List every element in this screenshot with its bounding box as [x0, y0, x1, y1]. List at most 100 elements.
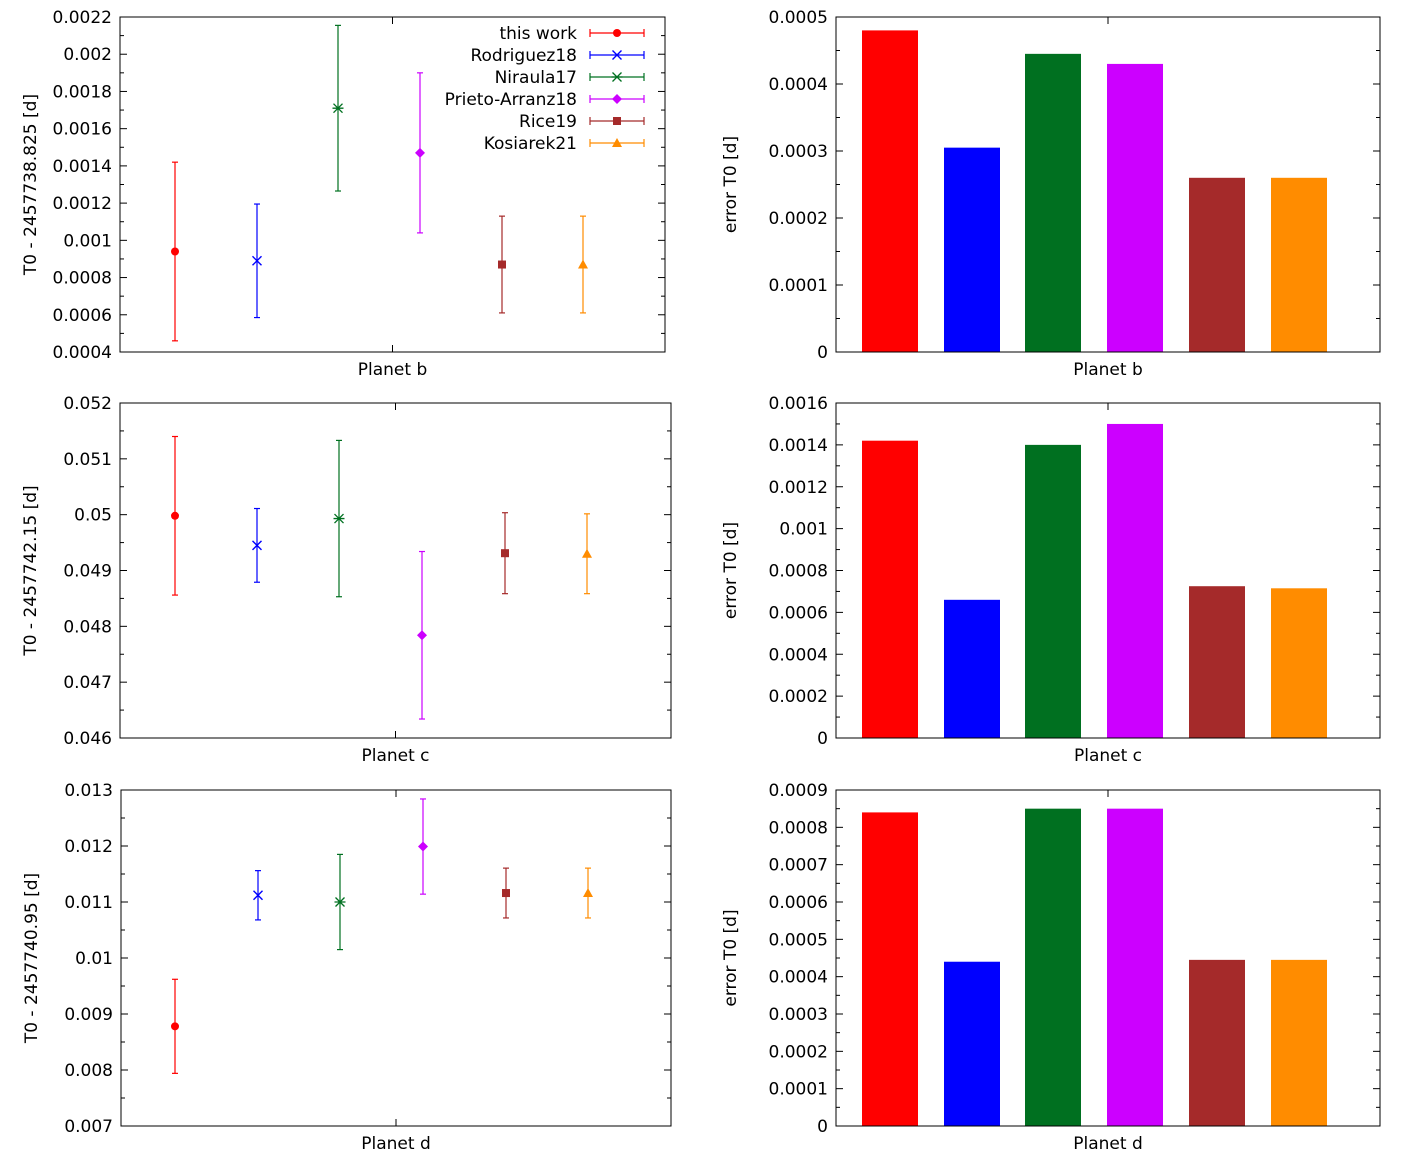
legend-label: Prieto-Arranz18: [445, 90, 577, 110]
data-point-2: [252, 255, 262, 266]
y-axis-label: T0 - 2457738.825 [d]: [21, 94, 41, 276]
x-axis-label: Planet c: [361, 746, 429, 766]
y-tick-label: 0.047: [63, 673, 112, 693]
y-tick-label: 0.0004: [53, 343, 112, 363]
plot-frame: [835, 16, 1381, 353]
bar-1: [862, 812, 918, 1126]
bar-6: [1271, 588, 1327, 738]
data-point-5: [501, 549, 509, 558]
bar-2: [944, 599, 1000, 738]
y-axis-label: error T0 [d]: [721, 522, 741, 619]
legend-marker-2: [612, 50, 622, 60]
y-tick-label: 0.0002: [769, 1042, 828, 1062]
plot-frame: [119, 16, 666, 353]
plot-frame: [835, 402, 1381, 739]
y-tick-label: 0.051: [63, 450, 112, 470]
y-tick-label: 0.0014: [53, 157, 112, 177]
legend-marker-5: [613, 117, 621, 125]
y-tick-label: 0.0006: [769, 603, 828, 623]
y-tick-label: 0.0008: [53, 269, 112, 289]
y-tick-label: 0.0012: [53, 194, 112, 214]
legend-label: Niraula17: [495, 68, 577, 88]
y-tick-label: 0.0008: [769, 818, 828, 838]
y-tick-label: 0.008: [64, 1061, 113, 1081]
y-tick-label: 0.0005: [769, 8, 828, 28]
y-tick-label: 0.0014: [769, 436, 828, 456]
bar-6: [1271, 959, 1327, 1126]
bar-6: [1271, 177, 1327, 352]
data-point-1: [171, 1022, 179, 1031]
data-point-2: [252, 540, 262, 551]
chart-panel-1: 0.0004 0.0006 0.0008 0.001 0.0012 0.0014 0.001…: [21, 8, 666, 380]
plot-frame: [835, 789, 1381, 1127]
legend-label: Rodriguez18: [470, 46, 577, 66]
bar-5: [1189, 586, 1245, 738]
y-tick-label: 0.007: [64, 1117, 113, 1137]
y-tick-label: 0.049: [63, 562, 112, 582]
bar-3: [1025, 444, 1081, 738]
y-tick-label: 0.0012: [769, 478, 828, 498]
y-tick-label: 0.0005: [769, 930, 828, 950]
legend-marker-6: [612, 138, 622, 147]
y-tick-label: 0.0016: [769, 394, 828, 414]
y-tick-label: 0.001: [779, 520, 828, 540]
y-tick-label: 0.0009: [769, 781, 828, 801]
data-point-4: [417, 630, 427, 641]
y-tick-label: 0.0003: [769, 1005, 828, 1025]
y-axis-label: T0 - 2457742.15 [d]: [21, 485, 41, 656]
chart-panel-2: 0 0.0001 0.0002 0.0003 0.0004 0.0005 Planet b e…: [721, 8, 1381, 380]
legend-marker-4: [612, 94, 622, 104]
y-tick-label: 0.05: [74, 506, 112, 526]
y-tick-label: 0.0002: [769, 209, 828, 229]
bar-3: [1025, 808, 1081, 1126]
y-tick-label: 0.0007: [769, 856, 828, 876]
y-tick-label: 0.0008: [769, 562, 828, 582]
y-tick-label: 0.0022: [53, 8, 112, 28]
bar-4: [1107, 808, 1163, 1126]
bar-4: [1107, 63, 1163, 353]
y-tick-label: 0.009: [64, 1005, 113, 1025]
y-tick-label: 0.0006: [53, 306, 112, 326]
data-point-2: [253, 890, 263, 901]
x-axis-label: Planet b: [1073, 360, 1143, 380]
legend-marker-1: [613, 29, 621, 37]
y-tick-label: 0.0004: [769, 645, 828, 665]
x-axis-label: Planet d: [361, 1134, 431, 1154]
data-point-1: [171, 247, 179, 256]
y-axis-label: error T0 [d]: [721, 136, 741, 233]
y-tick-label: 0.0001: [769, 276, 828, 296]
legend-marker-3: [611, 72, 623, 82]
bar-4: [1107, 423, 1163, 738]
y-tick-label: 0: [817, 1117, 828, 1137]
data-point-6: [583, 888, 593, 898]
y-tick-label: 0: [817, 343, 828, 363]
data-point-3: [333, 513, 345, 524]
y-tick-label: 0.0001: [769, 1080, 828, 1100]
y-tick-label: 0.052: [63, 394, 112, 414]
data-point-6: [578, 259, 588, 269]
x-axis-label: Planet c: [1074, 746, 1142, 766]
data-point-5: [502, 889, 510, 898]
bar-1: [862, 440, 918, 738]
bar-5: [1189, 959, 1245, 1126]
y-tick-label: 0.001: [63, 231, 112, 251]
y-tick-label: 0.0004: [769, 75, 828, 95]
y-tick-label: 0.0018: [53, 82, 112, 102]
chart-panel-3: 0.046 0.047 0.048 0.049 0.05 0.051 0.052 Planet…: [21, 394, 672, 766]
bar-3: [1025, 53, 1081, 352]
chart-panel-5: 0.007 0.008 0.009 0.01 0.011 0.012 0.013 Planet…: [22, 781, 672, 1154]
y-axis-label: error T0 [d]: [721, 909, 741, 1006]
y-tick-label: 0.048: [63, 617, 112, 637]
data-point-1: [171, 511, 179, 520]
y-tick-label: 0.01: [75, 949, 113, 969]
data-point-4: [418, 841, 428, 852]
y-axis-label: T0 - 2457740.95 [d]: [22, 873, 42, 1044]
data-point-3: [334, 897, 346, 907]
y-tick-label: 0.011: [64, 893, 113, 913]
y-tick-label: 0.046: [63, 729, 112, 749]
legend-label: this work: [499, 24, 577, 44]
x-axis-label: Planet b: [358, 360, 428, 380]
bar-1: [862, 30, 918, 353]
plot-frame: [120, 789, 672, 1127]
